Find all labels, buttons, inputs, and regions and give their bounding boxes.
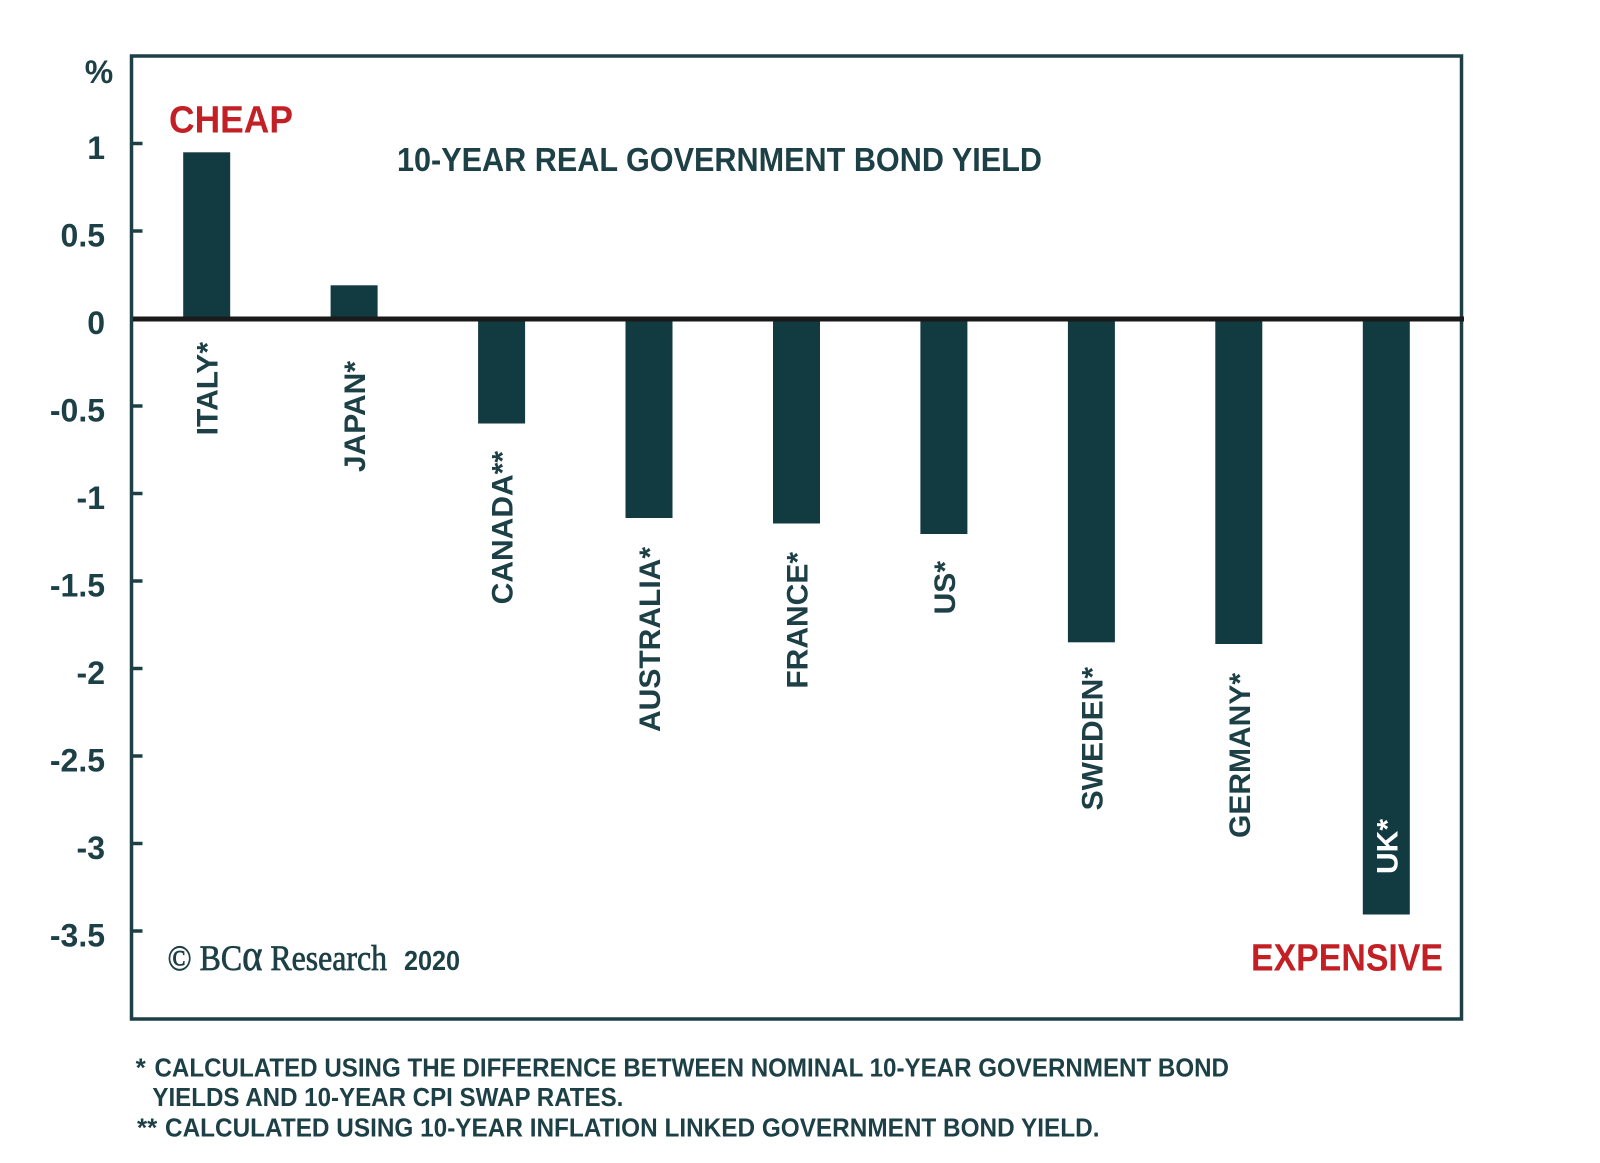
svg-text:CALCULATED USING THE DIFFERENC: CALCULATED USING THE DIFFERENCE BETWEEN … xyxy=(155,1053,1230,1083)
svg-text:-2: -2 xyxy=(77,655,105,691)
svg-text:US*: US* xyxy=(929,561,962,615)
svg-text:-3.5: -3.5 xyxy=(50,918,105,954)
svg-text:-1.5: -1.5 xyxy=(50,568,105,604)
svg-text:ITALY*: ITALY* xyxy=(192,342,225,436)
svg-text:0: 0 xyxy=(87,305,105,341)
svg-text:YIELDS AND 10-YEAR CPI SWAP RA: YIELDS AND 10-YEAR CPI SWAP RATES. xyxy=(152,1082,623,1112)
svg-text:EXPENSIVE: EXPENSIVE xyxy=(1251,938,1443,980)
svg-text:FRANCE*: FRANCE* xyxy=(782,552,815,689)
svg-text:AUSTRALIA*: AUSTRALIA* xyxy=(634,547,667,732)
svg-text:SWEDEN*: SWEDEN* xyxy=(1076,667,1109,811)
svg-text:CALCULATED USING 10-YEAR INFLA: CALCULATED USING 10-YEAR INFLATION LINKE… xyxy=(165,1113,1100,1143)
svg-text:2020: 2020 xyxy=(404,945,460,976)
svg-text:© BCα Research: © BCα Research xyxy=(168,931,388,980)
svg-text:-1: -1 xyxy=(77,480,105,516)
svg-text:CANADA**: CANADA** xyxy=(487,451,520,605)
svg-text:0.5: 0.5 xyxy=(61,218,105,254)
svg-text:JAPAN*: JAPAN* xyxy=(339,361,372,472)
svg-text:UK*: UK* xyxy=(1371,819,1404,874)
svg-text:*: * xyxy=(136,1053,147,1083)
svg-text:%: % xyxy=(85,54,113,90)
svg-text:GERMANY*: GERMANY* xyxy=(1224,673,1257,838)
svg-text:-3: -3 xyxy=(77,830,105,866)
svg-text:10-YEAR REAL GOVERNMENT BOND Y: 10-YEAR REAL GOVERNMENT BOND YIELD xyxy=(397,141,1042,178)
svg-text:-0.5: -0.5 xyxy=(50,393,105,429)
svg-text:**: ** xyxy=(137,1113,158,1143)
svg-text:CHEAP: CHEAP xyxy=(169,100,293,142)
svg-text:-2.5: -2.5 xyxy=(50,743,105,779)
svg-text:1: 1 xyxy=(87,130,105,166)
